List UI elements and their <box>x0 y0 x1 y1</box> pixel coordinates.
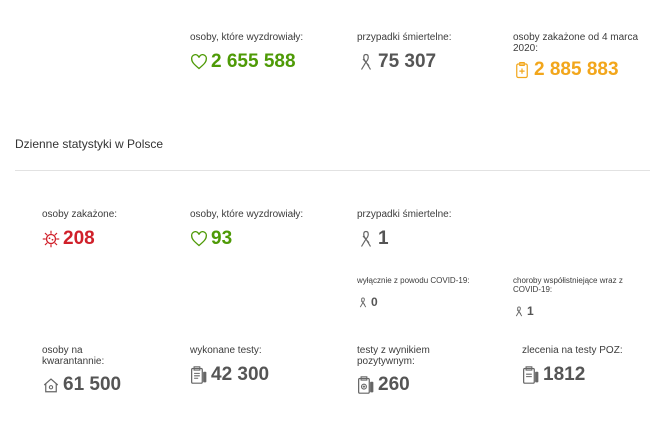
daily-stats-heading: Dzienne statystyki w Polsce <box>15 137 164 151</box>
daily-covid-only-label: wyłącznie z powodu COVID-19: <box>357 276 470 285</box>
summary-deaths-label: przypadki śmiertelne: <box>357 32 452 43</box>
divider <box>15 170 650 171</box>
ribbon-icon <box>357 296 368 308</box>
summary-recovered-label: osoby, które wyzdrowiały: <box>190 32 304 43</box>
daily-tests-value: 42 300 <box>211 364 270 385</box>
daily-quarantine: osoby na kwarantannie: 61 500 <box>42 345 162 396</box>
daily-recovered: osoby, które wyzdrowiały: 93 <box>190 209 330 250</box>
summary-recovered: osoby, które wyzdrowiały: 2 655 588 <box>190 32 330 73</box>
daily-positive-tests: testy z wynikiem pozytywnym: 260 <box>357 345 487 396</box>
poz-order-icon <box>522 366 540 384</box>
daily-comorbid: choroby współistniejące wraz z COVID-19:… <box>513 276 645 322</box>
daily-positive-tests-value: 260 <box>378 374 410 395</box>
daily-comorbid-value: 1 <box>527 304 534 318</box>
ribbon-icon <box>513 305 524 317</box>
virus-icon <box>42 230 60 248</box>
medical-clipboard-icon <box>513 61 531 79</box>
daily-comorbid-label: choroby współistniejące wraz z COVID-19: <box>513 276 623 294</box>
summary-infected-label: osoby zakażone od 4 marca 2020: <box>513 32 639 54</box>
daily-poz-orders-value: 1812 <box>543 364 586 385</box>
daily-covid-only: wyłącznie z powodu COVID-19: 0 <box>357 276 497 313</box>
summary-recovered-value: 2 655 588 <box>211 51 296 72</box>
heart-icon <box>190 230 208 248</box>
summary-infected-value: 2 885 883 <box>534 59 619 80</box>
ribbon-icon <box>357 53 375 71</box>
ribbon-icon <box>357 230 375 248</box>
summary-infected: osoby zakażone od 4 marca 2020: 2 885 88… <box>513 32 645 81</box>
daily-positive-tests-label: testy z wynikiem pozytywnym: <box>357 345 430 367</box>
positive-test-icon <box>357 376 375 394</box>
daily-infected-value: 208 <box>63 228 95 249</box>
daily-poz-orders: zlecenia na testy POZ: 1812 <box>522 345 647 386</box>
house-icon <box>42 376 60 394</box>
summary-deaths: przypadki śmiertelne: 75 307 <box>357 32 487 73</box>
daily-quarantine-label: osoby na kwarantannie: <box>42 345 105 367</box>
daily-quarantine-value: 61 500 <box>63 374 122 395</box>
summary-deaths-value: 75 307 <box>378 51 437 72</box>
daily-covid-only-value: 0 <box>371 295 378 309</box>
daily-infected-label: osoby zakażone: <box>42 209 118 220</box>
daily-poz-orders-label: zlecenia na testy POZ: <box>522 345 623 356</box>
daily-recovered-label: osoby, które wyzdrowiały: <box>190 209 304 220</box>
daily-deaths-label: przypadki śmiertelne: <box>357 209 452 220</box>
daily-deaths: przypadki śmiertelne: 1 <box>357 209 487 250</box>
heart-icon <box>190 53 208 71</box>
daily-infected: osoby zakażone: 208 <box>42 209 172 250</box>
daily-tests: wykonane testy: 42 300 <box>190 345 330 386</box>
daily-deaths-value: 1 <box>378 228 389 249</box>
daily-tests-label: wykonane testy: <box>190 345 262 356</box>
daily-recovered-value: 93 <box>211 228 233 249</box>
clipboard-test-icon <box>190 366 208 384</box>
